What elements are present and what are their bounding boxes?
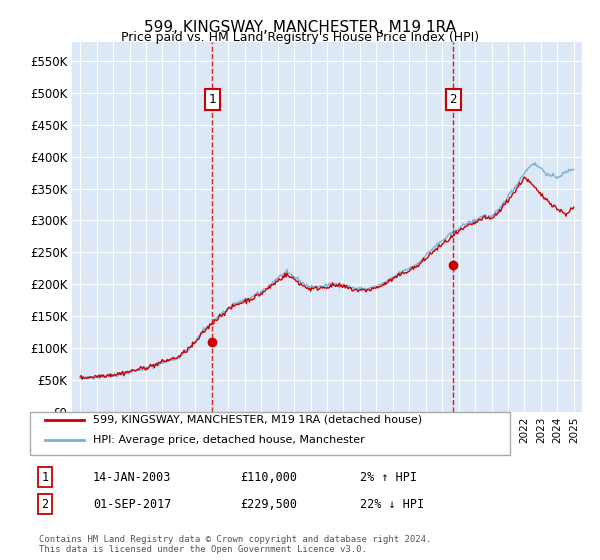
Text: 2: 2 — [449, 93, 457, 106]
Text: 599, KINGSWAY, MANCHESTER, M19 1RA: 599, KINGSWAY, MANCHESTER, M19 1RA — [144, 20, 456, 35]
Text: 01-SEP-2017: 01-SEP-2017 — [93, 497, 172, 511]
Text: 1: 1 — [41, 470, 49, 484]
Text: Contains HM Land Registry data © Crown copyright and database right 2024.
This d: Contains HM Land Registry data © Crown c… — [39, 535, 431, 554]
Text: HPI: Average price, detached house, Manchester: HPI: Average price, detached house, Manc… — [93, 435, 365, 445]
Text: Price paid vs. HM Land Registry's House Price Index (HPI): Price paid vs. HM Land Registry's House … — [121, 31, 479, 44]
Text: 22% ↓ HPI: 22% ↓ HPI — [360, 497, 424, 511]
Text: 1: 1 — [209, 93, 216, 106]
Text: 2% ↑ HPI: 2% ↑ HPI — [360, 470, 417, 484]
Text: £110,000: £110,000 — [240, 470, 297, 484]
Text: 2: 2 — [41, 497, 49, 511]
Text: £229,500: £229,500 — [240, 497, 297, 511]
Text: 14-JAN-2003: 14-JAN-2003 — [93, 470, 172, 484]
Text: 599, KINGSWAY, MANCHESTER, M19 1RA (detached house): 599, KINGSWAY, MANCHESTER, M19 1RA (deta… — [93, 415, 422, 425]
